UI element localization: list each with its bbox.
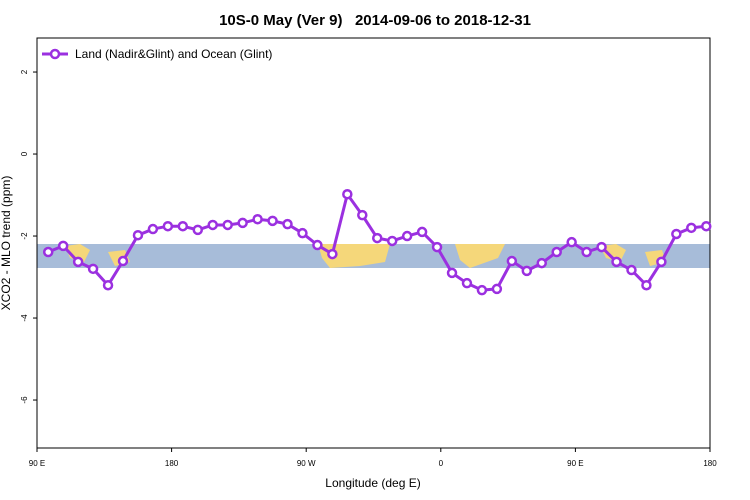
data-point — [357, 209, 368, 221]
data-point — [267, 215, 278, 227]
data-point — [237, 217, 248, 229]
data-point — [551, 246, 562, 258]
legend-marker — [49, 48, 61, 60]
data-point — [566, 236, 577, 248]
data-point — [282, 218, 293, 230]
data-point — [132, 229, 144, 241]
x-tick-label: 180 — [703, 459, 717, 468]
data-point — [147, 223, 159, 235]
y-tick-label: -6 — [20, 396, 29, 404]
x-tick-label: 90 E — [567, 459, 583, 468]
data-point — [57, 240, 69, 252]
data-point — [461, 277, 473, 289]
data-point — [117, 255, 129, 267]
data-point — [641, 279, 652, 291]
data-point — [252, 213, 263, 225]
data-point — [611, 256, 622, 268]
y-axis-label: XCO2 - MLO trend (ppm) — [0, 176, 13, 311]
data-point — [87, 263, 99, 275]
data-point — [401, 230, 413, 242]
data-point — [327, 248, 338, 260]
data-point — [297, 227, 308, 239]
data-point — [506, 255, 518, 267]
data-point — [222, 219, 233, 231]
data-point — [42, 246, 54, 258]
x-tick-label: 90 E — [29, 459, 45, 468]
chart-title: 10S-0 May (Ver 9) 2014-09-06 to 2018-12-… — [219, 12, 531, 29]
y-tick-label: 2 — [20, 69, 29, 74]
data-point — [536, 257, 547, 269]
plot-frame — [36, 37, 711, 449]
data-point — [102, 279, 114, 291]
data-point — [446, 267, 458, 279]
data-point — [476, 284, 488, 296]
legend-label: Land (Nadir&Glint) and Ocean (Glint) — [75, 47, 272, 61]
data-point — [162, 220, 174, 232]
data-point — [386, 235, 398, 247]
x-tick-label: 0 — [439, 459, 444, 468]
data-point — [521, 265, 533, 277]
y-tick-label: -2 — [20, 232, 29, 240]
data-point — [701, 220, 712, 232]
land — [318, 244, 390, 268]
x-axis-label: Longitude (deg E) — [325, 476, 420, 490]
data-point — [431, 241, 443, 253]
x-tick-label: 180 — [165, 459, 179, 468]
data-point — [626, 264, 637, 276]
data-point — [342, 188, 353, 200]
data-point — [491, 283, 503, 295]
data-point — [581, 246, 592, 258]
data-point — [416, 226, 428, 238]
data-point — [192, 224, 204, 236]
data-point — [686, 222, 697, 234]
data-point — [72, 256, 84, 268]
data-point — [671, 228, 682, 240]
y-tick-label: -4 — [20, 314, 29, 322]
land — [455, 244, 505, 268]
data-point — [596, 241, 607, 253]
y-tick-label: 0 — [20, 151, 29, 156]
data-point — [177, 220, 189, 232]
x-tick-label: 90 W — [297, 459, 316, 468]
land — [65, 244, 90, 262]
data-point — [656, 256, 667, 268]
data-point — [207, 219, 218, 231]
data-point — [312, 239, 323, 251]
data-point — [371, 232, 383, 244]
